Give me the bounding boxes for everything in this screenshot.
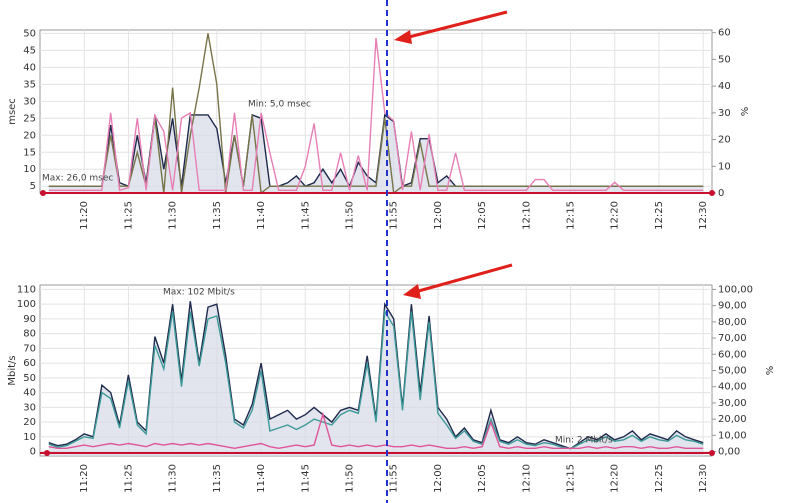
- x-tick-label: 12:05: [477, 464, 488, 493]
- x-tick-label: 12:30: [698, 201, 709, 230]
- annotation: Max: 26,0 msec: [42, 174, 113, 184]
- y-tick-label: 90: [23, 314, 36, 325]
- x-tick-label: 12:20: [610, 464, 621, 493]
- annotation: Min: 5,0 msec: [248, 100, 311, 110]
- baseline-dot: [709, 450, 715, 456]
- arrow: [403, 263, 513, 299]
- baseline-dot: [44, 450, 50, 456]
- y2-tick-label: 70,00: [718, 333, 747, 344]
- y-tick-label: 35: [23, 79, 36, 90]
- x-tick-label: 11:45: [300, 201, 311, 230]
- y2-tick-label: 40,00: [718, 382, 747, 393]
- y-tick-label: 20: [23, 130, 36, 141]
- x-tick-label: 11:25: [123, 464, 134, 493]
- x-tick-label: 11:55: [389, 201, 400, 230]
- y-tick-label: 15: [23, 147, 36, 158]
- baseline-dot: [40, 190, 46, 196]
- baseline-dot: [709, 190, 715, 196]
- y2-tick-label: 20: [718, 135, 731, 146]
- y-tick-label: 5: [30, 181, 36, 192]
- y2-tick-label: 30: [718, 108, 731, 119]
- x-tick-label: 11:50: [344, 201, 355, 230]
- y2-tick-label: 10: [718, 161, 731, 172]
- y2-tick-label: 30,00: [718, 398, 747, 409]
- x-tick-label: 12:05: [477, 201, 488, 230]
- y2-tick-label: 20,00: [718, 414, 747, 425]
- y-tick-label: 40: [23, 62, 36, 73]
- y-tick-label: 100: [17, 299, 36, 310]
- x-tick-label: 11:40: [256, 464, 267, 493]
- y-tick-label: 20: [23, 417, 36, 428]
- y-tick-label: 10: [23, 164, 36, 175]
- y-axis-label: msec: [7, 98, 18, 125]
- x-tick-label: 12:00: [433, 201, 444, 230]
- chart: 11:20 11:25 11:30 11:35 11:40 11:45 11:50 11:55…: [7, 284, 776, 492]
- y-axis-label: Mbit/s: [7, 355, 18, 385]
- y-tick-label: 40: [23, 388, 36, 399]
- x-tick-label: 11:45: [300, 464, 311, 493]
- x-tick-label: 11:30: [168, 464, 179, 493]
- y2-axis-label: %: [740, 107, 751, 117]
- series-line: [48, 309, 704, 450]
- charts: 11:20 11:25 11:30 11:35 11:40 11:45 11:50 11:55…: [7, 28, 776, 493]
- x-tick-label: 12:15: [566, 464, 577, 493]
- series-line: [48, 37, 704, 192]
- y-tick-label: 50: [23, 28, 36, 39]
- y2-tick-label: 0: [718, 188, 724, 199]
- x-tick-label: 11:55: [389, 464, 400, 493]
- y-tick-label: 25: [23, 113, 36, 124]
- y2-axis-label: %: [765, 366, 776, 376]
- arrow: [394, 10, 508, 44]
- y2-tick-label: 100,00: [718, 284, 753, 295]
- series-line: [48, 33, 704, 195]
- annotation: Min: 2 Mbit/s: [555, 436, 613, 446]
- x-tick-label: 12:00: [433, 464, 444, 493]
- x-tick-label: 12:30: [698, 464, 709, 493]
- x-tick-label: 11:20: [79, 201, 90, 230]
- chart: 11:20 11:25 11:30 11:35 11:40 11:45 11:50 11:55…: [7, 28, 751, 230]
- x-tick-label: 11:30: [168, 201, 179, 230]
- x-tick-label: 11:50: [344, 464, 355, 493]
- y-tick-label: 45: [23, 45, 36, 56]
- x-tick-label: 11:40: [256, 201, 267, 230]
- y-tick-label: 70: [23, 343, 36, 354]
- y-tick-label: 30: [23, 402, 36, 413]
- y2-tick-label: 10,00: [718, 430, 747, 441]
- y2-tick-label: 0,00: [718, 447, 740, 458]
- annotation: Max: 102 Mbit/s: [163, 288, 235, 298]
- y-tick-label: 30: [23, 96, 36, 107]
- y2-tick-label: 90,00: [718, 301, 747, 312]
- y-tick-label: 80: [23, 329, 36, 340]
- x-tick-label: 12:20: [610, 201, 621, 230]
- y2-tick-label: 80,00: [718, 317, 747, 328]
- area: [48, 114, 704, 193]
- y2-tick-label: 60,00: [718, 349, 747, 360]
- x-tick-label: 11:35: [212, 464, 223, 493]
- y-tick-label: 60: [23, 358, 36, 369]
- y-tick-label: 50: [23, 373, 36, 384]
- y2-tick-label: 60: [718, 28, 731, 39]
- x-tick-label: 12:25: [654, 201, 665, 230]
- y2-tick-label: 40: [718, 81, 731, 92]
- y2-tick-label: 50: [718, 54, 731, 65]
- x-tick-label: 12:10: [521, 201, 532, 230]
- x-tick-label: 11:25: [123, 201, 134, 230]
- x-tick-label: 11:35: [212, 201, 223, 230]
- y-tick-label: 110: [17, 284, 36, 295]
- x-tick-label: 12:25: [654, 464, 665, 493]
- y-tick-label: 10: [23, 432, 36, 443]
- x-tick-label: 12:10: [521, 464, 532, 493]
- area: [48, 301, 704, 456]
- y2-tick-label: 50,00: [718, 366, 747, 377]
- x-tick-label: 11:20: [79, 464, 90, 493]
- series-line: [48, 411, 704, 450]
- y-tick-label: 0: [30, 447, 36, 458]
- x-tick-label: 12:15: [566, 201, 577, 230]
